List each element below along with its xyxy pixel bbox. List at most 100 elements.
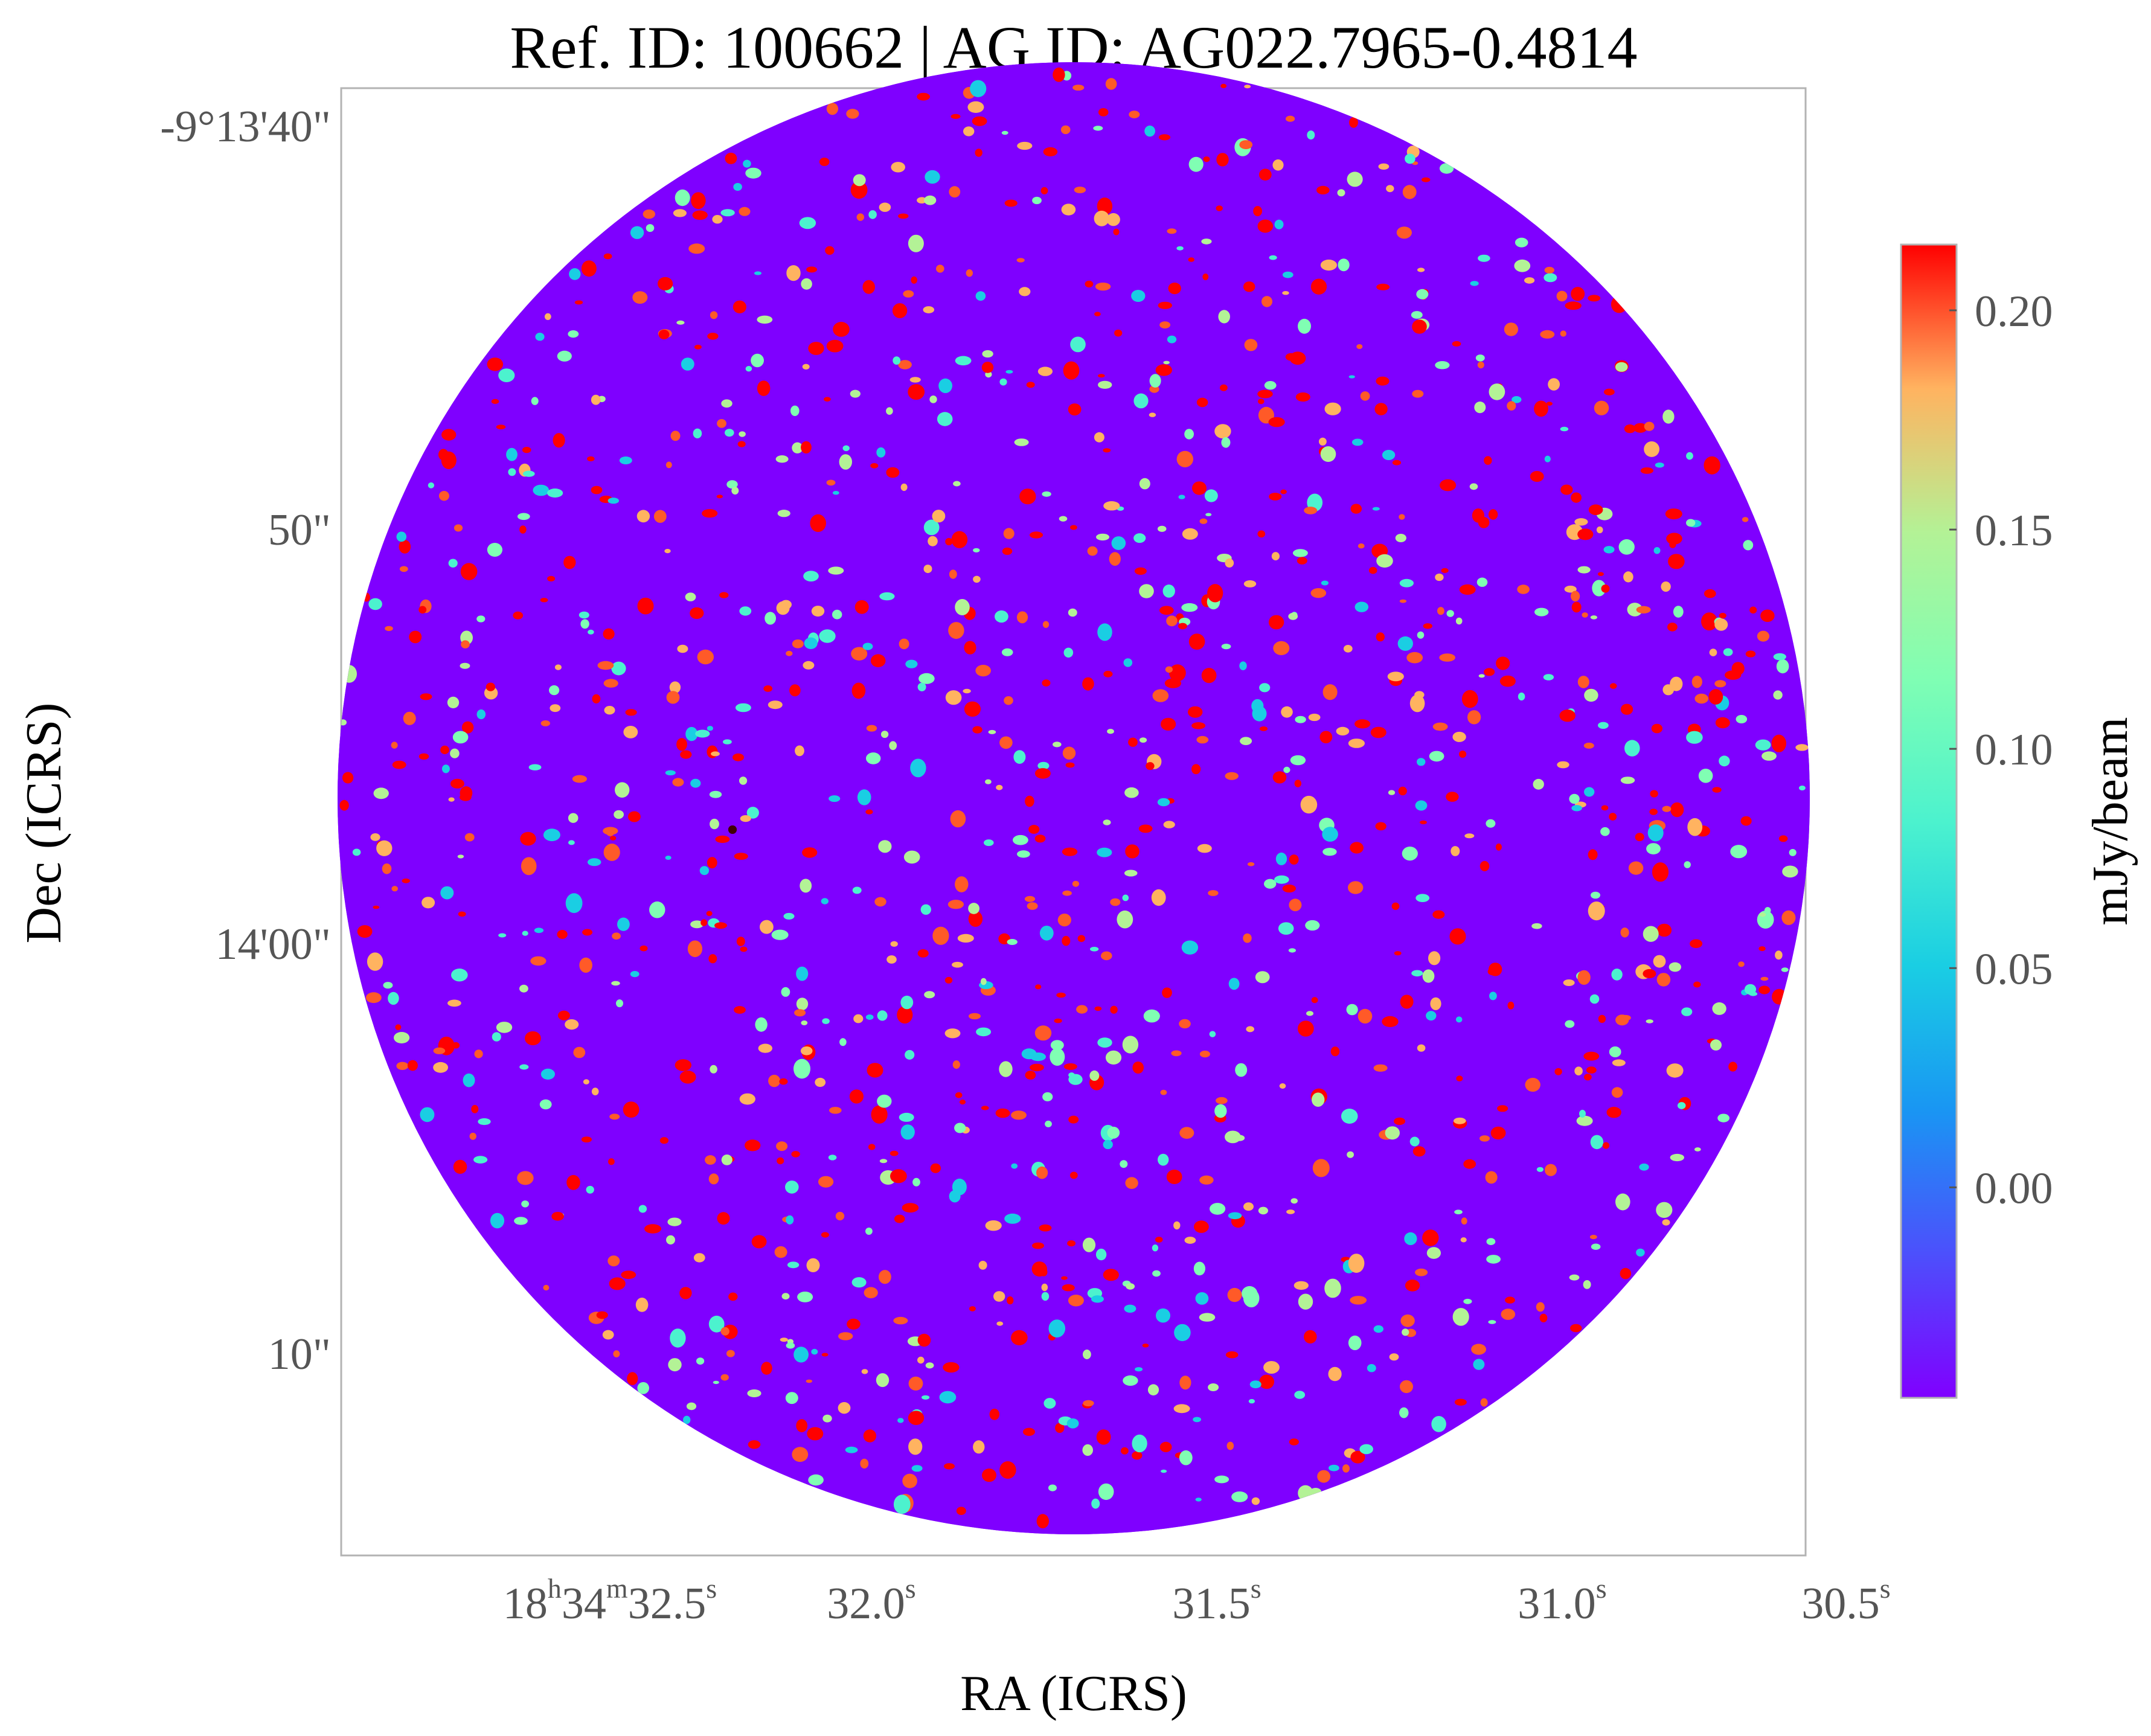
hotspot [852, 886, 862, 894]
hotspot [1666, 533, 1682, 545]
hotspot [1646, 1019, 1653, 1023]
hotspot [1636, 606, 1651, 613]
hotspot [492, 1032, 501, 1042]
hotspot [1594, 400, 1609, 415]
hotspot [1028, 825, 1040, 834]
hotspot [1472, 508, 1484, 523]
hotspot [1125, 844, 1140, 859]
hotspot [1235, 1063, 1248, 1077]
hotspot [1155, 364, 1173, 376]
hotspot [1107, 1126, 1120, 1139]
hotspot [902, 1203, 919, 1213]
hotspot [696, 1357, 705, 1365]
hotspot [441, 764, 450, 774]
hotspot [821, 1353, 829, 1357]
hotspot [708, 1173, 719, 1185]
hotspot [1598, 722, 1609, 729]
hotspot [1160, 1089, 1167, 1095]
hotspot [932, 926, 949, 945]
x-tick-label: 31.5s [1172, 1573, 1261, 1629]
hotspot [794, 1009, 806, 1017]
hotspot [522, 930, 528, 936]
hotspot [1620, 1267, 1631, 1280]
hotspot [1398, 786, 1407, 796]
hotspot [587, 858, 601, 866]
hotspot [463, 1073, 475, 1087]
hotspot [1023, 1427, 1035, 1436]
hotspot [857, 789, 871, 806]
hotspot [1590, 615, 1598, 620]
hotspot [1728, 1062, 1738, 1072]
hotspot [1795, 744, 1809, 751]
hotspot [981, 1106, 989, 1110]
hotspot [1259, 683, 1271, 693]
hotspot [1208, 890, 1219, 896]
hotspot [1016, 258, 1025, 263]
hotspot [1201, 239, 1212, 245]
hotspot [1122, 1036, 1139, 1054]
hotspot [1221, 437, 1231, 448]
hotspot [1546, 402, 1553, 406]
hotspot [736, 937, 745, 946]
hotspot [1295, 392, 1310, 402]
hotspot [1132, 1451, 1143, 1460]
hotspot [1592, 580, 1606, 597]
hotspot [1091, 1498, 1100, 1509]
hotspot [1324, 402, 1341, 415]
hotspot [924, 991, 935, 999]
hotspot [1072, 85, 1085, 91]
hotspot [726, 480, 738, 489]
hotspot [635, 1298, 649, 1312]
hotspot [786, 1342, 795, 1349]
hotspot [1545, 1164, 1557, 1176]
hotspot [608, 1158, 615, 1165]
hotspot [1579, 1109, 1586, 1118]
hotspot [1708, 689, 1723, 705]
hotspot [1122, 894, 1129, 902]
hotspot [1479, 860, 1490, 871]
hotspot [1406, 652, 1423, 664]
hotspot [1348, 881, 1364, 894]
hotspot [460, 662, 470, 669]
hotspot [1164, 678, 1181, 688]
hotspot [1193, 1261, 1205, 1276]
hotspot [710, 818, 719, 830]
hotspot [707, 726, 713, 731]
hotspot [487, 357, 504, 371]
hotspot [582, 929, 593, 936]
hotspot [1216, 205, 1223, 211]
hotspot [685, 592, 696, 601]
hotspot [1019, 287, 1031, 296]
hotspot [785, 1180, 799, 1194]
hotspot [945, 537, 953, 546]
hotspot [1554, 1068, 1562, 1075]
hotspot [1474, 402, 1486, 414]
hotspot [1378, 163, 1390, 170]
hotspot [1665, 508, 1682, 520]
hotspot [1773, 690, 1783, 700]
hotspot [395, 1024, 402, 1030]
hotspot [1571, 492, 1582, 503]
hotspot [373, 787, 389, 799]
hotspot [1143, 1009, 1160, 1023]
hotspot [1505, 1296, 1515, 1304]
hotspot [877, 1094, 892, 1108]
hotspot [795, 745, 804, 757]
hotspot [1604, 388, 1615, 396]
hotspot [1231, 1491, 1248, 1502]
hotspot [1252, 706, 1267, 722]
hotspot [1620, 703, 1633, 715]
hotspot [1258, 1206, 1268, 1215]
hotspot [1375, 822, 1386, 831]
hotspot [1106, 213, 1120, 226]
hotspot [708, 954, 717, 964]
hotspot [792, 1447, 809, 1462]
hotspot [625, 709, 637, 716]
hotspot [448, 559, 458, 568]
hotspot [691, 192, 706, 210]
hotspot [981, 362, 994, 373]
hotspot [591, 1087, 599, 1095]
hotspot [508, 468, 516, 476]
hotspot [1035, 984, 1042, 990]
hotspot [1248, 1398, 1255, 1404]
